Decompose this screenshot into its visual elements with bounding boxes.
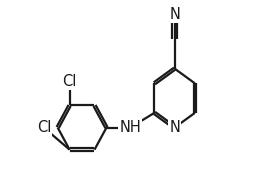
Text: Cl: Cl xyxy=(37,120,51,135)
Text: N: N xyxy=(169,120,180,135)
Text: N: N xyxy=(169,7,180,22)
Text: NH: NH xyxy=(120,120,141,135)
Text: Cl: Cl xyxy=(62,74,77,89)
